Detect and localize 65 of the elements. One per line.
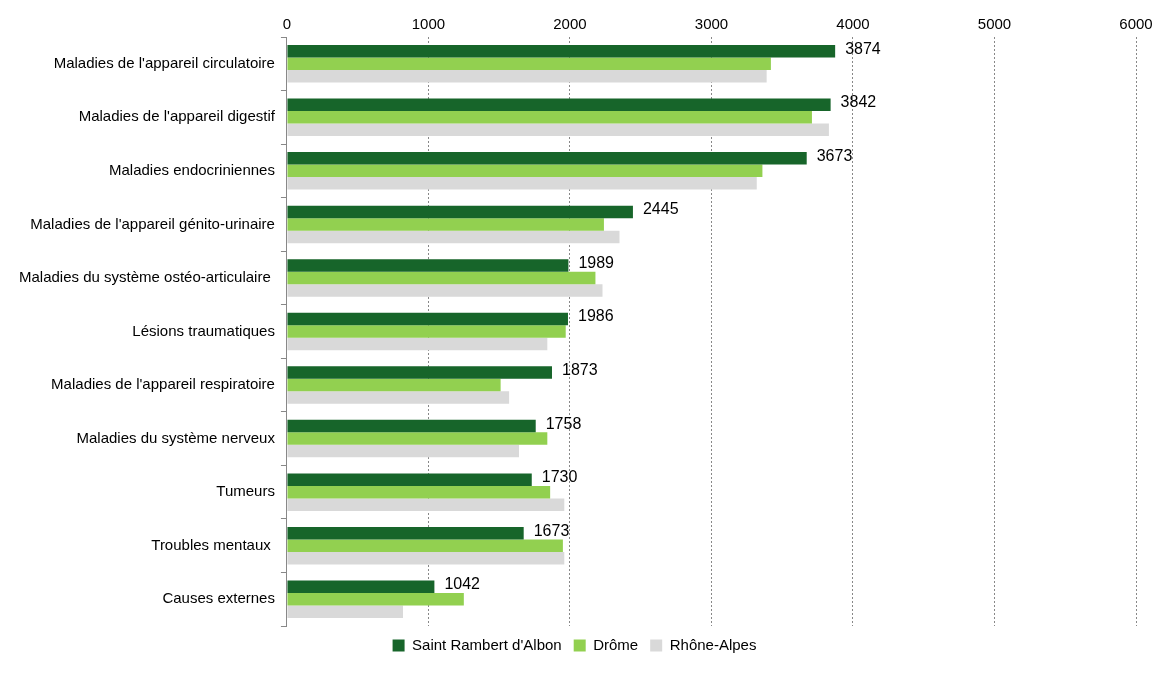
data-label: 1042 (444, 575, 481, 593)
y-tick-label: Lésions traumatiques (132, 321, 275, 339)
x-tick-label: 3000 (694, 15, 729, 33)
bar (287, 485, 551, 499)
legend-label: Rhône-Alpes (669, 635, 757, 653)
bar (287, 284, 603, 297)
data-label: 3874 (845, 39, 881, 57)
bar (287, 164, 763, 178)
bar (287, 325, 566, 338)
y-tick-label: Maladies endocriniennes (109, 161, 275, 178)
data-label: 1673 (533, 521, 570, 539)
bar (287, 259, 569, 272)
bar (287, 378, 501, 392)
y-tick-label: Maladies de l'appareil génito-urinaire (30, 214, 275, 232)
bar (287, 271, 596, 285)
bar (287, 98, 831, 112)
y-tick-label: Maladies du système ostéo-articulaire (18, 268, 275, 286)
bar (287, 57, 771, 71)
bar (287, 152, 807, 165)
bar (287, 111, 812, 124)
bar (287, 366, 552, 379)
y-tick-label: Causes externes (162, 589, 275, 607)
x-tick-label: 5000 (977, 15, 1012, 33)
data-label: 1989 (578, 253, 615, 271)
bar (287, 177, 757, 190)
legend-label: Saint Rambert d'Albon (412, 635, 562, 653)
data-label: 1873 (561, 360, 598, 378)
bar (287, 526, 524, 540)
data-label: 1758 (545, 414, 582, 432)
legend-label: Drôme (593, 635, 639, 653)
bar (287, 605, 403, 618)
bar (287, 473, 532, 486)
bar (287, 70, 767, 83)
data-label: 3842 (840, 93, 877, 111)
bar (287, 205, 633, 219)
bar (287, 592, 464, 606)
data-label: 3673 (816, 146, 853, 164)
data-label: 1986 (577, 307, 614, 325)
bar (287, 312, 568, 326)
bar (287, 391, 510, 404)
bar (287, 580, 435, 593)
bar (287, 230, 620, 244)
bar (287, 444, 520, 458)
x-tick-label: 2000 (553, 15, 587, 33)
x-tick-label: 1000 (411, 15, 446, 33)
bar (287, 432, 548, 445)
x-tick-label: 0 (282, 15, 292, 33)
bar (287, 123, 829, 137)
y-tick-label: Maladies du système nerveux (76, 428, 276, 446)
bar (287, 551, 565, 565)
y-tick-label: Maladies de l'appareil respiratoire (51, 375, 275, 393)
bar (287, 218, 604, 231)
data-label: 1730 (541, 468, 578, 486)
y-tick-label: Tumeurs (216, 482, 275, 500)
y-tick-label: Maladies de l'appareil digestif (78, 107, 276, 125)
bar (287, 45, 836, 58)
bar (287, 419, 536, 433)
bar (287, 337, 548, 351)
x-tick-label: 4000 (836, 15, 870, 33)
bar (287, 498, 565, 511)
y-tick-label: Maladies de l'appareil circulatoire (53, 53, 275, 71)
x-tick-label: 6000 (1119, 15, 1153, 33)
bar (287, 539, 563, 552)
data-label: 2445 (642, 200, 679, 218)
y-tick-label: Troubles mentaux (151, 535, 275, 553)
